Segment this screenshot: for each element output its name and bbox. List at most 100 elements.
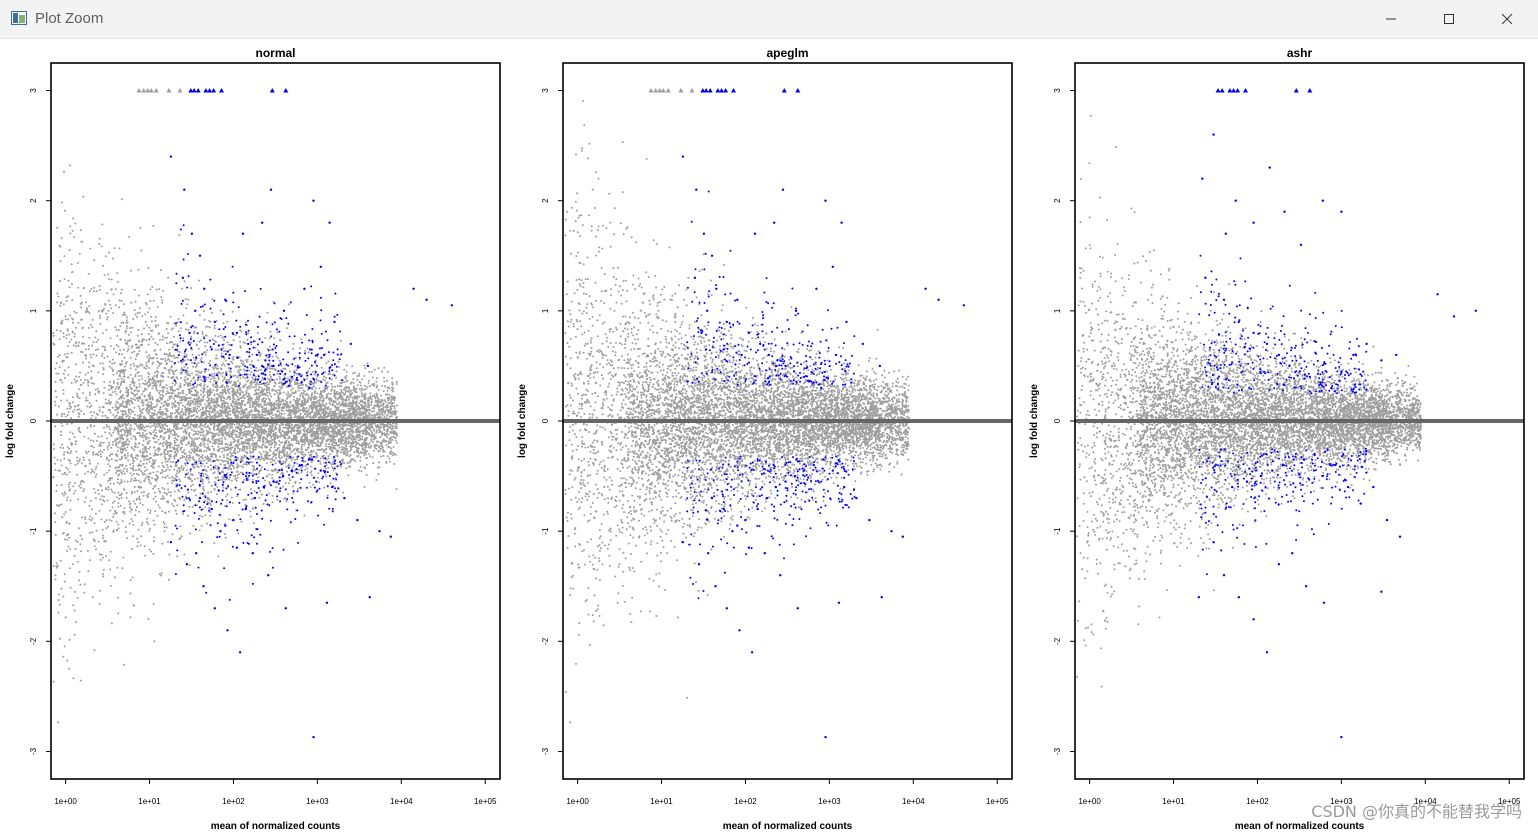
minimize-button[interactable] [1362,0,1420,38]
nonsig-point [143,459,145,461]
nonsig-point [323,398,325,400]
nonsig-point [138,529,140,531]
nonsig-point [367,362,369,364]
nonsig-point [305,449,307,451]
nonsig-point [150,316,152,318]
nonsig-point [216,406,218,408]
nonsig-point [348,455,350,457]
nonsig-point [317,477,319,479]
nonsig-point [134,289,136,291]
nonsig-point [332,433,334,435]
nonsig-point [363,454,365,456]
nonsig-point [323,487,325,489]
nonsig-point [106,437,108,439]
nonsig-point [78,527,80,529]
nonsig-point [170,495,172,497]
nonsig-point [94,649,96,651]
nonsig-point [209,394,211,396]
nonsig-point [286,401,288,403]
nonsig-point [198,431,200,433]
nonsig-point [342,398,344,400]
nonsig-point [253,522,255,524]
nonsig-point [98,392,100,394]
nonsig-point [238,489,240,491]
nonsig-point [115,404,117,406]
nonsig-point [361,390,363,392]
nonsig-point [116,529,118,531]
nonsig-point [117,612,119,614]
nonsig-point [113,348,115,350]
nonsig-point [136,316,138,318]
nonsig-point [110,453,112,455]
nonsig-point [66,474,68,476]
nonsig-point [55,390,57,392]
nonsig-point [216,433,218,435]
nonsig-point [60,588,62,590]
nonsig-point [155,406,157,408]
nonsig-point [372,395,374,397]
nonsig-point [101,495,103,497]
nonsig-point [245,321,247,323]
nonsig-point [72,401,74,403]
nonsig-point [114,500,116,502]
nonsig-point [378,367,380,369]
nonsig-point [70,417,72,419]
nonsig-point [124,513,126,515]
nonsig-point [196,446,198,448]
nonsig-point [76,474,78,476]
nonsig-point [103,427,105,429]
nonsig-point [177,321,179,323]
nonsig-point [180,525,182,527]
nonsig-point [55,490,57,492]
nonsig-point [247,359,249,361]
nonsig-point [121,300,123,302]
nonsig-point [364,486,366,488]
nonsig-point [184,476,186,478]
nonsig-point [161,510,163,512]
nonsig-point [298,472,300,474]
nonsig-point [67,353,69,355]
nonsig-point [90,378,92,380]
nonsig-point [254,437,256,439]
nonsig-point [93,365,95,367]
nonsig-point [250,458,252,460]
nonsig-point [59,638,61,640]
nonsig-point [186,354,188,356]
nonsig-point [326,476,328,478]
nonsig-point [146,518,148,520]
nonsig-point [105,519,107,521]
nonsig-point [155,501,157,503]
nonsig-point [162,477,164,479]
nonsig-point [196,365,198,367]
nonsig-point [234,375,236,377]
nonsig-point [78,416,80,418]
close-button[interactable] [1478,0,1536,38]
nonsig-point [112,516,114,518]
nonsig-point [363,375,365,377]
nonsig-point [60,400,62,402]
nonsig-point [102,557,104,559]
nonsig-point [260,383,262,385]
nonsig-point [109,361,111,363]
nonsig-point [272,495,274,497]
nonsig-point [84,465,86,467]
nonsig-point [270,368,272,370]
nonsig-point [107,526,109,528]
nonsig-point [146,469,148,471]
nonsig-point [191,362,193,364]
nonsig-point [108,278,110,280]
nonsig-point [59,470,61,472]
nonsig-point [277,331,279,333]
nonsig-point [69,471,71,473]
maximize-button[interactable] [1420,0,1478,38]
nonsig-point [243,499,245,501]
nonsig-point [64,370,66,372]
nonsig-point [64,473,66,475]
nonsig-point [69,431,71,433]
nonsig-point [99,553,101,555]
window-title-bar[interactable]: Plot Zoom [0,0,1538,39]
nonsig-point [74,436,76,438]
nonsig-point [135,509,137,511]
nonsig-point [396,434,398,436]
nonsig-point [392,391,394,393]
